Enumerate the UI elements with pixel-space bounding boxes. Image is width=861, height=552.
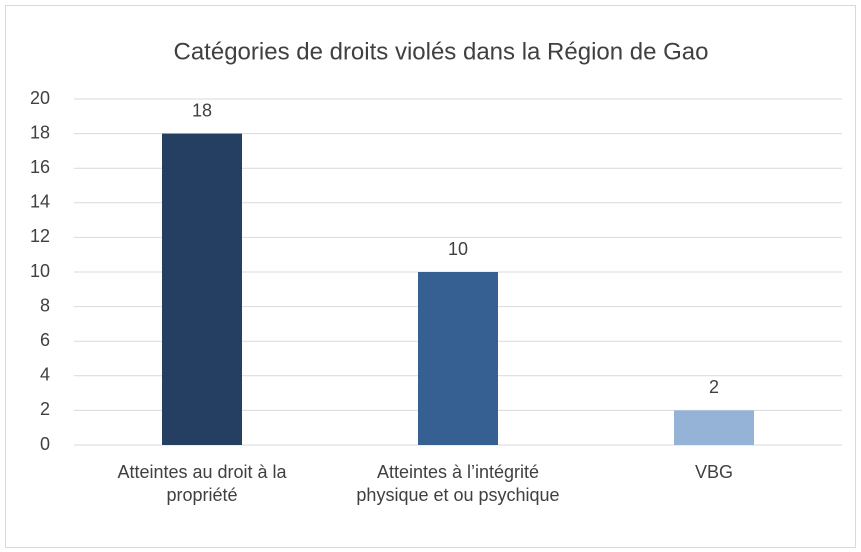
x-tick-label: Atteintes au droit à la propriété <box>117 462 287 505</box>
y-tick-label: 6 <box>40 330 50 350</box>
y-tick-label: 4 <box>40 365 50 385</box>
y-tick-label: 8 <box>40 295 50 315</box>
bar <box>162 133 242 445</box>
y-tick-label: 10 <box>30 261 50 281</box>
y-tick-label: 0 <box>40 434 50 454</box>
value-label: 18 <box>192 100 212 120</box>
value-label: 10 <box>448 239 468 259</box>
bar <box>674 410 754 445</box>
y-tick-label: 16 <box>30 157 50 177</box>
y-tick-label: 20 <box>30 88 50 108</box>
x-tick-label: VBG <box>694 462 733 482</box>
chart-title: Catégories de droits violés dans la Régi… <box>174 38 709 65</box>
y-tick-label: 12 <box>30 226 50 246</box>
y-tick-label: 2 <box>40 399 50 419</box>
value-label: 2 <box>709 377 719 397</box>
bar <box>418 272 498 445</box>
x-tick-label: Atteintes à l’intégrité physique et ou p… <box>356 462 560 505</box>
y-tick-label: 14 <box>30 192 50 212</box>
y-tick-label: 18 <box>30 122 50 142</box>
